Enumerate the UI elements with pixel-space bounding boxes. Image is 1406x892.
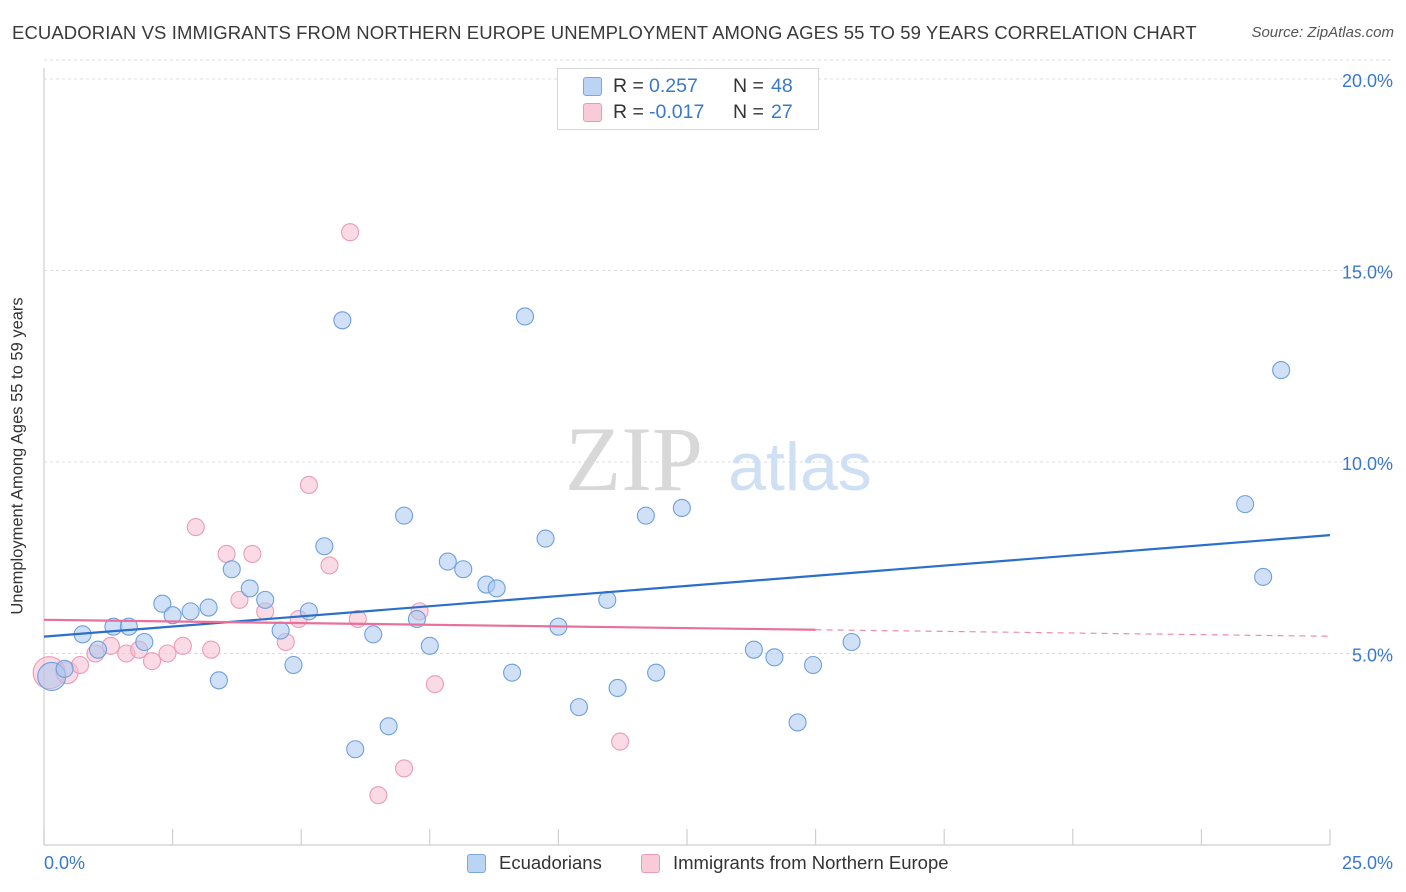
data-point-ecuadorians [135,632,154,652]
y-tick-label: 5.0% [1352,646,1393,666]
trendline-ecuadorians [43,534,1331,638]
y-tick-label: 20.0% [1342,71,1393,91]
legend-n-label: N = [733,101,764,123]
data-point-ecuadorians [765,648,784,667]
watermark-atlas: atlas [728,429,872,505]
data-point-ecuadorians [788,713,807,732]
legend-n-value: 48 [771,75,793,97]
data-point-ecuadorians [256,590,275,609]
legend-n-label: N = [733,75,764,97]
data-point-ecuadorians [536,529,555,548]
points-immigrants-northern-europe [32,223,630,805]
data-point-ecuadorians [438,552,457,571]
data-point-ecuadorians [284,655,303,675]
data-point-immigrants [341,223,360,242]
data-point-ecuadorians [209,671,228,690]
legend-label-ecuadorians: Ecuadorians [499,852,602,873]
data-point-immigrants [202,640,221,659]
data-point-ecuadorians [672,498,691,518]
data-point-ecuadorians [163,606,182,625]
tick-labels: 5.0% 10.0% 15.0% 20.0% 0.0% 25.0% [44,71,1393,873]
data-point-ecuadorians [569,698,589,717]
y-tick-label: 10.0% [1342,454,1393,474]
data-point-ecuadorians [271,621,290,640]
data-point-ecuadorians [181,602,200,621]
legend-swatch-ecuadorians [467,854,486,873]
data-point-ecuadorians [636,506,655,525]
data-point-ecuadorians [1236,495,1255,514]
data-point-immigrants [173,636,192,655]
data-point-ecuadorians [299,602,318,621]
legend-r-value: -0.017 [649,101,705,123]
grid-lines [44,59,1392,654]
data-point-immigrants [70,655,90,675]
data-point-immigrants [611,732,630,751]
data-point-ecuadorians [454,560,473,579]
data-point-immigrants [186,518,205,537]
data-point-immigrants [369,786,388,805]
data-point-ecuadorians [364,625,383,644]
legend-r-value: 0.257 [649,75,698,97]
data-point-ecuadorians [503,663,522,682]
correlation-legend: R = 0.257 N = 48 R = -0.017 N = 27 [557,68,819,130]
legend-swatch-immigrants [583,103,602,122]
data-point-ecuadorians [803,655,823,675]
legend-swatch-immigrants [641,854,660,873]
data-point-ecuadorians [842,632,861,652]
legend-label-immigrants: Immigrants from Northern Europe [673,852,949,873]
data-point-ecuadorians [608,678,627,698]
chart-title: ECUADORIAN VS IMMIGRANTS FROM NORTHERN E… [12,22,1197,43]
data-point-ecuadorians [333,311,352,330]
watermark-zip: ZIP [565,408,703,510]
y-axis-title: Unemployment Among Ages 55 to 59 years [8,297,27,615]
data-point-immigrants [142,652,162,671]
points-ecuadorians [37,307,1291,759]
data-point-ecuadorians [315,537,334,556]
data-point-ecuadorians [379,717,398,736]
data-point-ecuadorians [487,579,506,598]
data-point-ecuadorians [420,636,439,655]
data-point-ecuadorians [395,506,414,525]
data-point-ecuadorians [744,640,763,659]
data-point-immigrants [395,759,414,778]
data-point-ecuadorians [407,609,426,629]
data-point-immigrants [217,544,236,563]
data-point-ecuadorians [240,579,259,598]
data-point-ecuadorians [153,594,172,613]
legend-r-label: R = [613,101,644,123]
axes [43,68,1331,846]
x-tick-label: 25.0% [1342,853,1393,873]
watermark: ZIP atlas [565,408,872,510]
data-point-ecuadorians [222,560,241,579]
data-point-ecuadorians [515,307,535,326]
data-point-immigrants [158,644,177,663]
data-point-ecuadorians [346,740,365,759]
data-point-ecuadorians [199,598,218,617]
trend-lines [43,534,1331,638]
data-point-immigrants [230,590,249,609]
trendline-immigrants-extension [815,629,1331,637]
data-point-ecuadorians [88,640,108,659]
data-point-immigrants [320,556,339,575]
x-tick-label: 0.0% [44,853,85,873]
data-point-immigrants [243,544,262,563]
data-point-immigrants [425,675,444,694]
data-point-ecuadorians [1254,567,1273,586]
legend-n-value: 27 [771,101,793,123]
trendline-immigrants [43,618,816,631]
data-point-immigrants [299,475,318,495]
data-point-ecuadorians [647,663,666,682]
legend-swatch-ecuadorians [583,77,602,96]
legend-r-label: R = [613,75,644,97]
data-point-ecuadorians [1272,361,1291,380]
data-point-ecuadorians [55,659,74,678]
data-point-ecuadorians [598,590,617,609]
source-credit: Source: ZipAtlas.com [1251,24,1394,41]
y-tick-label: 15.0% [1342,263,1393,283]
